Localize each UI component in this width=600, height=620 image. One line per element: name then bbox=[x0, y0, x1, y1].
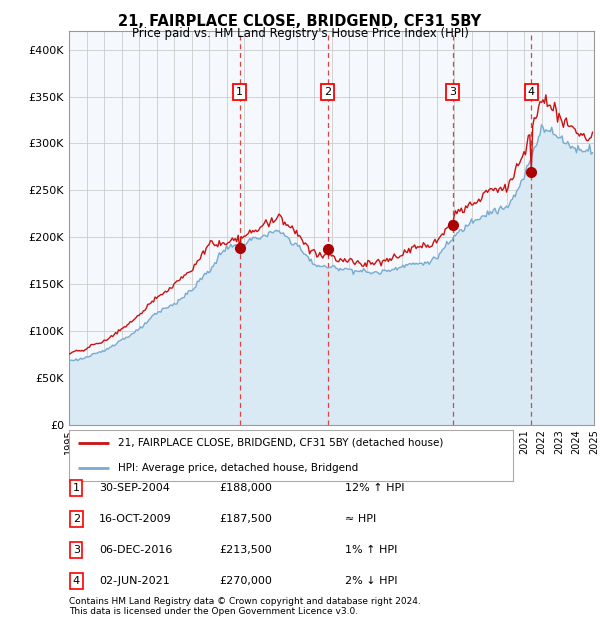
Text: 21, FAIRPLACE CLOSE, BRIDGEND, CF31 5BY: 21, FAIRPLACE CLOSE, BRIDGEND, CF31 5BY bbox=[118, 14, 482, 29]
Text: 1% ↑ HPI: 1% ↑ HPI bbox=[345, 545, 397, 555]
Text: 21, FAIRPLACE CLOSE, BRIDGEND, CF31 5BY (detached house): 21, FAIRPLACE CLOSE, BRIDGEND, CF31 5BY … bbox=[118, 438, 443, 448]
Text: This data is licensed under the Open Government Licence v3.0.: This data is licensed under the Open Gov… bbox=[69, 606, 358, 616]
Text: 4: 4 bbox=[528, 87, 535, 97]
Text: 3: 3 bbox=[449, 87, 456, 97]
Text: Contains HM Land Registry data © Crown copyright and database right 2024.: Contains HM Land Registry data © Crown c… bbox=[69, 597, 421, 606]
Text: 2: 2 bbox=[73, 514, 80, 524]
Text: £270,000: £270,000 bbox=[219, 576, 272, 586]
Text: Price paid vs. HM Land Registry's House Price Index (HPI): Price paid vs. HM Land Registry's House … bbox=[131, 27, 469, 40]
Text: £213,500: £213,500 bbox=[219, 545, 272, 555]
Text: 02-JUN-2021: 02-JUN-2021 bbox=[99, 576, 170, 586]
Text: 4: 4 bbox=[73, 576, 80, 586]
Text: 1: 1 bbox=[73, 483, 80, 493]
Text: HPI: Average price, detached house, Bridgend: HPI: Average price, detached house, Brid… bbox=[118, 463, 358, 473]
Text: £187,500: £187,500 bbox=[219, 514, 272, 524]
Text: 3: 3 bbox=[73, 545, 80, 555]
Text: 16-OCT-2009: 16-OCT-2009 bbox=[99, 514, 172, 524]
Text: 1: 1 bbox=[236, 87, 243, 97]
Text: 30-SEP-2004: 30-SEP-2004 bbox=[99, 483, 170, 493]
Text: 2: 2 bbox=[324, 87, 331, 97]
Text: ≈ HPI: ≈ HPI bbox=[345, 514, 376, 524]
Text: £188,000: £188,000 bbox=[219, 483, 272, 493]
Text: 06-DEC-2016: 06-DEC-2016 bbox=[99, 545, 172, 555]
Text: 12% ↑ HPI: 12% ↑ HPI bbox=[345, 483, 404, 493]
Text: 2% ↓ HPI: 2% ↓ HPI bbox=[345, 576, 398, 586]
